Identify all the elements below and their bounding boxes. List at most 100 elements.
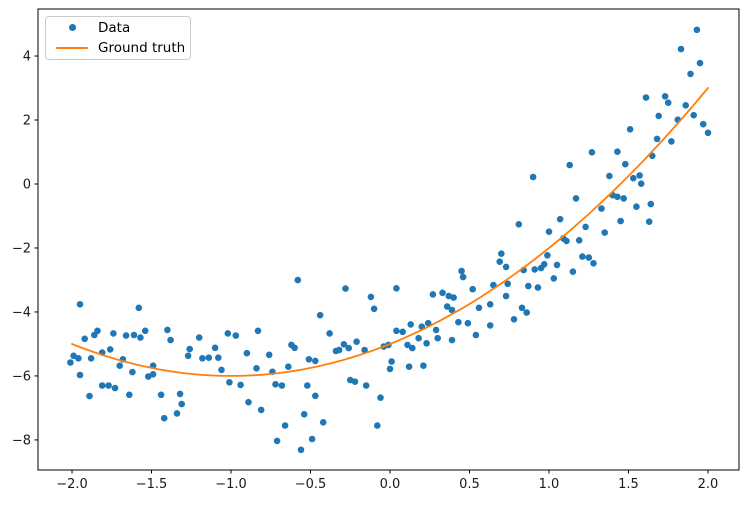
data-point <box>141 327 149 335</box>
data-point <box>254 327 262 335</box>
data-point <box>294 276 302 284</box>
data-point <box>157 391 165 399</box>
data-point <box>304 382 311 389</box>
x-tick-label: −2.0 <box>56 477 88 492</box>
data-point <box>579 253 586 260</box>
data-point <box>429 291 437 298</box>
data-point <box>176 390 184 398</box>
data-point <box>195 334 203 341</box>
data-point <box>556 215 564 223</box>
data-point <box>265 351 273 359</box>
data-point <box>297 446 305 454</box>
data-point <box>167 336 174 344</box>
data-point <box>563 237 570 245</box>
data-point <box>690 111 697 119</box>
data-point <box>300 411 308 418</box>
data-point <box>81 335 88 343</box>
data-point <box>353 338 360 346</box>
data-point <box>178 400 185 408</box>
data-point <box>550 275 558 282</box>
data-point <box>450 294 457 301</box>
data-point <box>342 285 349 292</box>
data-point <box>415 334 422 342</box>
data-point <box>486 301 494 308</box>
ground-truth-curve <box>71 87 709 377</box>
data-point <box>129 368 136 376</box>
data-point <box>257 406 265 414</box>
data-point <box>374 422 381 429</box>
data-point <box>504 280 512 288</box>
data-point <box>98 382 106 389</box>
data-point <box>523 309 530 316</box>
data-point <box>237 381 244 389</box>
data-point <box>572 195 580 202</box>
data-point <box>130 331 138 339</box>
data-point <box>211 344 219 352</box>
y-tick-label: 2 <box>23 114 31 129</box>
data-point <box>122 332 130 339</box>
data-point <box>312 392 319 400</box>
data-point <box>393 327 400 335</box>
data-point <box>598 205 605 212</box>
data-point <box>693 26 701 34</box>
data-point <box>687 70 694 78</box>
data-point <box>76 301 84 308</box>
data-point <box>149 371 157 378</box>
data-point <box>614 148 621 155</box>
data-point <box>340 341 348 348</box>
data-point <box>636 172 643 179</box>
y-tick-label: −8 <box>12 433 31 448</box>
data-point <box>464 319 472 327</box>
data-point <box>335 346 343 354</box>
y-tick-label: −6 <box>12 369 31 384</box>
data-point <box>637 180 645 187</box>
legend: Data Ground truth <box>45 16 191 60</box>
data-point <box>531 266 538 273</box>
data-point <box>205 354 213 362</box>
data-point <box>585 254 593 261</box>
data-point <box>173 410 181 417</box>
y-tick-label: 0 <box>23 177 31 192</box>
data-point <box>86 392 93 400</box>
y-tick-label: −2 <box>12 241 31 256</box>
data-point <box>622 160 629 168</box>
data-point <box>588 149 596 156</box>
data-point <box>486 322 494 329</box>
x-tick-label: 2.0 <box>698 477 719 492</box>
data-point <box>184 352 192 360</box>
data-point <box>443 303 451 310</box>
data-point <box>553 261 561 269</box>
x-tick-label: 0.5 <box>459 477 480 492</box>
data-point <box>696 59 704 67</box>
data-point <box>305 356 313 363</box>
data-point <box>424 319 432 327</box>
data-point <box>432 326 440 334</box>
data-point <box>475 304 483 312</box>
data-point <box>281 422 289 429</box>
data-point <box>409 344 416 352</box>
data-point <box>316 311 324 319</box>
data-point <box>529 173 537 181</box>
data-point <box>226 379 233 386</box>
data-point <box>518 304 526 312</box>
data-point <box>645 218 653 225</box>
data-point <box>423 340 430 347</box>
data-point <box>137 334 144 341</box>
data-point <box>253 365 260 372</box>
data-point <box>455 318 462 326</box>
data-point <box>278 382 286 389</box>
data-point <box>633 203 640 210</box>
legend-item-data: Data <box>46 18 190 38</box>
data-point <box>386 365 394 373</box>
data-point <box>626 126 634 133</box>
data-point <box>540 261 548 268</box>
data-point <box>75 355 82 362</box>
data-point <box>164 326 171 334</box>
data-point <box>677 45 685 53</box>
data-point <box>326 330 333 337</box>
data-point <box>664 99 672 106</box>
data-point <box>76 371 84 379</box>
data-point <box>620 195 627 202</box>
x-tick-label: 0.0 <box>380 477 401 492</box>
